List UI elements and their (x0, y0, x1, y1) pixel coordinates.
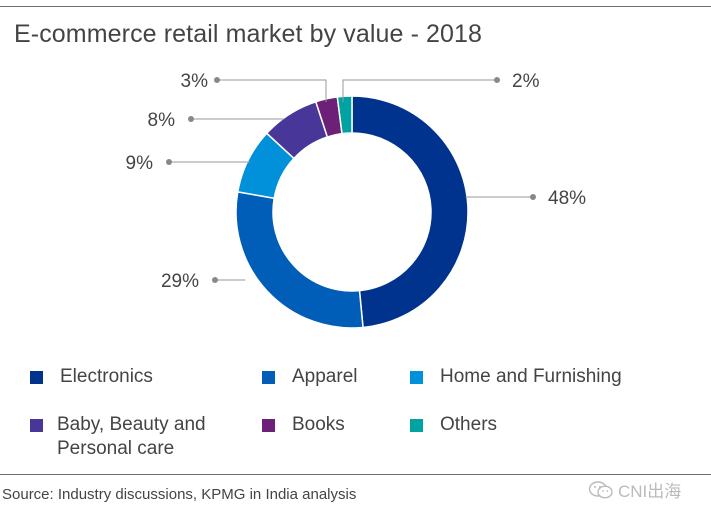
leader-dot-electronics (530, 194, 536, 200)
legend-label-apparel: Apparel (292, 366, 358, 387)
donut-slice-others (336, 95, 353, 135)
chart-title: E-commerce retail market by value - 2018 (14, 20, 483, 48)
legend-swatch-books (262, 419, 275, 432)
legend-label-electronics: Electronics (60, 366, 153, 387)
legend-swatch-others (410, 419, 423, 432)
leader-line-books (217, 79, 327, 102)
donut-slice-apparel (235, 190, 364, 329)
data-label-electronics: 48% (548, 188, 586, 209)
leader-dot-apparel (212, 277, 218, 283)
donut-chart: 48% 29% 9% 8%3% 2% (126, 71, 586, 329)
wechat-icon (588, 480, 613, 499)
legend-label-others: Others (440, 414, 498, 435)
legend-label-books: Books (292, 414, 345, 435)
leader-line-others (342, 79, 497, 102)
watermark-text: CNI出海 (618, 482, 682, 501)
legend-swatch-electronics (30, 371, 43, 384)
data-label-others: 2% (512, 71, 540, 92)
leader-dot-books (214, 77, 220, 83)
data-label-apparel: 29% (161, 271, 199, 292)
donut-slice-electronics (351, 95, 469, 329)
bottom-rule (0, 474, 711, 475)
leader-dot-baby-beauty (188, 116, 194, 122)
legend-label-home-furnishing: Home and Furnishing (440, 366, 622, 387)
legend-swatch-baby-beauty (30, 419, 43, 432)
data-label-books: 3% (181, 71, 209, 92)
legend-label-baby-beauty-line2: Personal care (57, 438, 175, 459)
watermark: CNI出海 (588, 477, 681, 502)
source-note: Source: Industry discussions, KPMG in In… (2, 486, 357, 503)
legend-swatch-apparel (262, 371, 275, 384)
legend-label-baby-beauty-line1: Baby, Beauty and (57, 414, 206, 435)
top-rule (0, 6, 711, 7)
leader-dot-others (494, 77, 500, 83)
legend-swatch-home-furnishing (410, 371, 423, 384)
leader-dot-home-furnishing (166, 159, 172, 165)
data-label-baby-beauty: 8% (148, 110, 176, 131)
data-label-home-furnishing: 9% (126, 153, 154, 174)
